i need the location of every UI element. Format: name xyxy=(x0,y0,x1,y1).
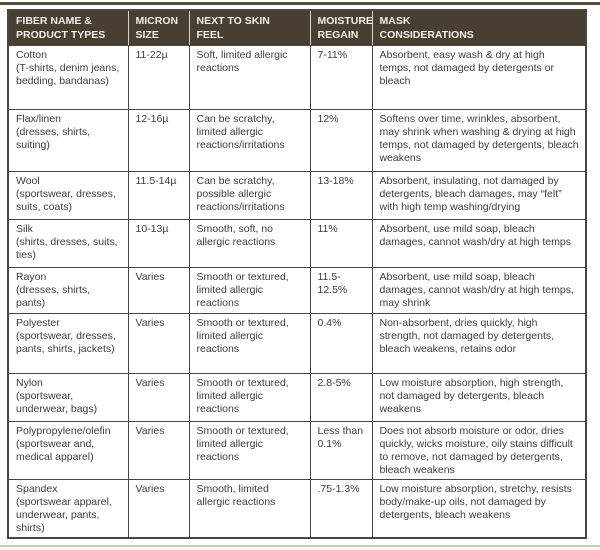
feel-cell: Smooth or textured, limited allergic rea… xyxy=(188,421,311,480)
table-row-rayon: Rayon (dresses, shirts, pants) Varies Sm… xyxy=(7,267,587,314)
column-header-skin-feel-label: NEXT TO SKIN FEEL xyxy=(196,15,270,41)
micron-cell: 11.5-14µ xyxy=(127,171,190,220)
fiber-comparison-table: FIBER NAME & PRODUCT TYPES MICRON SIZE N… xyxy=(7,9,587,539)
column-header-mask-considerations: MASK CONSIDERATIONS xyxy=(372,10,587,46)
moisture-cell: 11% xyxy=(309,219,373,268)
fiber-name: Polypropylene/olefin xyxy=(16,425,111,437)
fiber-cell: Nylon (sportswear, underwear, bags) xyxy=(7,373,129,422)
micron-cell: Varies xyxy=(127,373,190,422)
column-header-fiber-name: FIBER NAME & PRODUCT TYPES xyxy=(8,10,129,46)
moisture-cell: 0.4% xyxy=(309,313,373,374)
feel-cell: Soft, limited allergic reactions xyxy=(188,45,311,110)
fiber-products: (shirts, dresses, suits, ties) xyxy=(16,236,118,261)
table-row-flax-linen: Flax/linen (dresses, shirts, suiting) 12… xyxy=(7,109,587,172)
fiber-products: (sportswear, underwear, bags) xyxy=(16,390,98,415)
fiber-name: Wool xyxy=(16,175,40,187)
fiber-name: Rayon xyxy=(16,271,47,283)
mask-cell: Absorbent, use mild soap, bleach damages… xyxy=(371,219,587,268)
top-rule xyxy=(0,2,600,5)
fiber-cell: Silk (shirts, dresses, suits, ties) xyxy=(7,219,129,268)
bottom-rule xyxy=(0,545,600,547)
micron-cell: Varies xyxy=(127,479,190,539)
moisture-cell: 2.8-5% xyxy=(309,373,373,422)
fiber-name: Spandex xyxy=(16,483,58,495)
moisture-cell: 13-18% xyxy=(309,171,373,220)
micron-cell: 10-13µ xyxy=(127,219,190,268)
moisture-cell: 11.5-12.5% xyxy=(309,267,373,314)
micron-cell: 12-16µ xyxy=(127,109,190,172)
micron-cell: Varies xyxy=(127,313,190,374)
column-header-micron-size-label: MICRON SIZE xyxy=(135,15,179,41)
table-row-polypropylene-olefin: Polypropylene/olefin (sportswear and, me… xyxy=(7,421,587,480)
column-header-moisture-regain: MOISTURE REGAIN xyxy=(310,10,373,46)
mask-cell: Softens over time, wrinkles, absorbent, … xyxy=(371,109,587,172)
moisture-cell: 12% xyxy=(309,109,373,172)
fiber-products: (sportswear and, medical apparel) xyxy=(16,438,95,463)
header-row: FIBER NAME & PRODUCT TYPES MICRON SIZE N… xyxy=(8,10,587,46)
column-header-moisture-regain-label: MOISTURE REGAIN xyxy=(317,15,373,41)
micron-cell: 11-22µ xyxy=(127,45,190,110)
fiber-cell: Rayon (dresses, shirts, pants) xyxy=(7,267,129,314)
table-row-spandex: Spandex (sportswear apparel, underwear, … xyxy=(7,479,587,539)
micron-cell: Varies xyxy=(127,421,190,480)
fiber-name: Silk xyxy=(16,223,33,235)
table-row-wool: Wool (sportswear, dresses, suits, coats)… xyxy=(7,171,587,220)
column-header-mask-considerations-label: MASK CONSIDERATIONS xyxy=(379,15,474,41)
mask-cell: Absorbent, easy wash & dry at high temps… xyxy=(371,45,587,110)
feel-cell: Can be scratchy, possible allergic react… xyxy=(188,171,311,220)
fiber-products: (sportswear apparel, underwear, pants, s… xyxy=(16,496,112,534)
mask-cell: Absorbent, insulating, not damaged by de… xyxy=(371,171,587,220)
mask-cell: Absorbent, use mild soap, bleach damages… xyxy=(371,267,587,314)
fiber-name: Cotton xyxy=(16,49,47,61)
feel-cell: Smooth, limited allergic reactions xyxy=(188,479,311,539)
feel-cell: Smooth or textured, limited allergic rea… xyxy=(188,313,311,374)
feel-cell: Can be scratchy, limited allergic reacti… xyxy=(188,109,311,172)
mask-cell: Does not absorb moisture or odor, dries … xyxy=(371,421,587,480)
feel-cell: Smooth, soft, no allergic reactions xyxy=(188,219,311,268)
fiber-products: (T-shirts, denim jeans, bedding, bandana… xyxy=(16,62,120,87)
fiber-cell: Wool (sportswear, dresses, suits, coats) xyxy=(7,171,129,220)
mask-cell: Low moisture absorption, stretchy, resis… xyxy=(371,479,587,539)
fiber-cell: Flax/linen (dresses, shirts, suiting) xyxy=(7,109,129,172)
fiber-cell: Cotton (T-shirts, denim jeans, bedding, … xyxy=(7,45,129,110)
feel-cell: Smooth or textured, limited allergic rea… xyxy=(188,373,311,422)
fiber-name: Polyester xyxy=(16,317,60,329)
moisture-cell: 7-11% xyxy=(309,45,373,110)
fiber-products: (dresses, shirts, pants) xyxy=(16,284,91,309)
fiber-name: Flax/linen xyxy=(16,113,61,125)
feel-cell: Smooth or textured, limited allergic rea… xyxy=(188,267,311,314)
column-header-micron-size: MICRON SIZE xyxy=(128,10,190,46)
table-row-polyester: Polyester (sportswear, dresses, pants, s… xyxy=(7,313,587,374)
moisture-cell: .75-1.3% xyxy=(309,479,373,539)
fiber-products: (dresses, shirts, suiting) xyxy=(16,126,91,151)
micron-cell: Varies xyxy=(127,267,190,314)
fiber-name: Nylon xyxy=(16,377,43,389)
table-row-silk: Silk (shirts, dresses, suits, ties) 10-1… xyxy=(7,219,587,268)
fiber-products: (sportswear, dresses, pants, shirts, jac… xyxy=(16,330,116,355)
column-header-fiber-name-label: FIBER NAME & PRODUCT TYPES xyxy=(16,15,106,41)
table-row-cotton: Cotton (T-shirts, denim jeans, bedding, … xyxy=(7,45,587,110)
table-row-nylon: Nylon (sportswear, underwear, bags) Vari… xyxy=(7,373,587,422)
column-header-skin-feel: NEXT TO SKIN FEEL xyxy=(189,10,311,46)
fiber-cell: Polyester (sportswear, dresses, pants, s… xyxy=(7,313,129,374)
mask-cell: Low moisture absorption, high strength, … xyxy=(371,373,587,422)
fiber-products: (sportswear, dresses, suits, coats) xyxy=(16,188,116,213)
fiber-cell: Spandex (sportswear apparel, underwear, … xyxy=(7,479,129,539)
moisture-cell: Less than 0.1% xyxy=(309,421,373,480)
fiber-cell: Polypropylene/olefin (sportswear and, me… xyxy=(7,421,129,480)
mask-cell: Non-absorbent, dries quickly, high stren… xyxy=(371,313,587,374)
